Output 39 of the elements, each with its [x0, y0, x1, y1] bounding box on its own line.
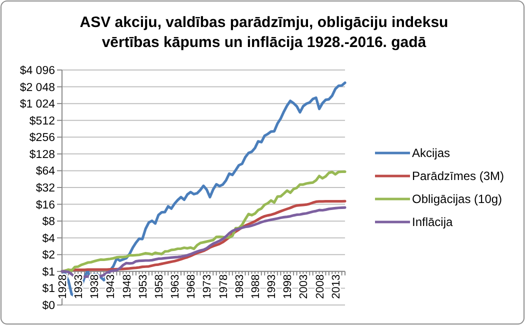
x-tick-label: 1958	[153, 274, 166, 299]
legend-label: Parādzīmes (3M)	[412, 169, 504, 184]
line-series	[60, 170, 346, 273]
y-tick-label: $32	[36, 182, 55, 195]
y-tick-label: $128	[29, 148, 55, 161]
x-tick-label: 1993	[266, 274, 278, 299]
x-tick-label: 1998	[282, 274, 294, 299]
x-tick-label: 1928	[57, 274, 69, 299]
y-tick-label: $1	[42, 283, 55, 296]
y-tick-label: $2 048	[20, 82, 55, 94]
x-tick-label: 1953	[137, 274, 150, 299]
y-tick-label: $512	[29, 115, 55, 128]
y-tick-label: $0	[42, 300, 55, 312]
y-tick-label: $16	[36, 199, 55, 212]
y-tick-label: $1	[42, 266, 55, 278]
chart-title: ASV akciju, valdības parādzīmju, obligāciju indeksu vērtības kāpums un inflācija 1928.-2016. gadā	[80, 14, 448, 51]
y-tick-label: $1 024	[20, 98, 56, 111]
x-tick-label: 2003	[298, 274, 310, 299]
x-tick-label: 1968	[186, 274, 198, 299]
x-tick-label: 1938	[89, 274, 102, 299]
y-tick-label: $256	[29, 132, 55, 144]
legend-label: Obligācijas (10g)	[412, 192, 502, 206]
y-tick-label: $2	[42, 250, 55, 262]
x-tick-label: 1948	[121, 274, 134, 299]
x-tick-label: 1933	[73, 274, 86, 299]
y-tick-label: $64	[36, 166, 56, 178]
x-tick-label: 1988	[250, 274, 262, 299]
x-tick-label: 1963	[170, 274, 182, 299]
y-tick-label: $8	[42, 216, 55, 228]
y-tick-label: $4	[42, 232, 56, 245]
x-tick-label: 1978	[218, 274, 230, 299]
y-tick-label: $4 096	[20, 65, 55, 78]
x-tick-label: 1973	[202, 274, 214, 299]
legend-label: Inflācija	[412, 215, 454, 230]
x-tick-label: 2008	[314, 274, 326, 299]
legend-label: Akcijas	[412, 146, 450, 160]
x-tick-label: 1983	[234, 274, 246, 299]
x-tick-label: 2013	[330, 274, 342, 299]
x-tick-label: 1943	[105, 274, 118, 299]
